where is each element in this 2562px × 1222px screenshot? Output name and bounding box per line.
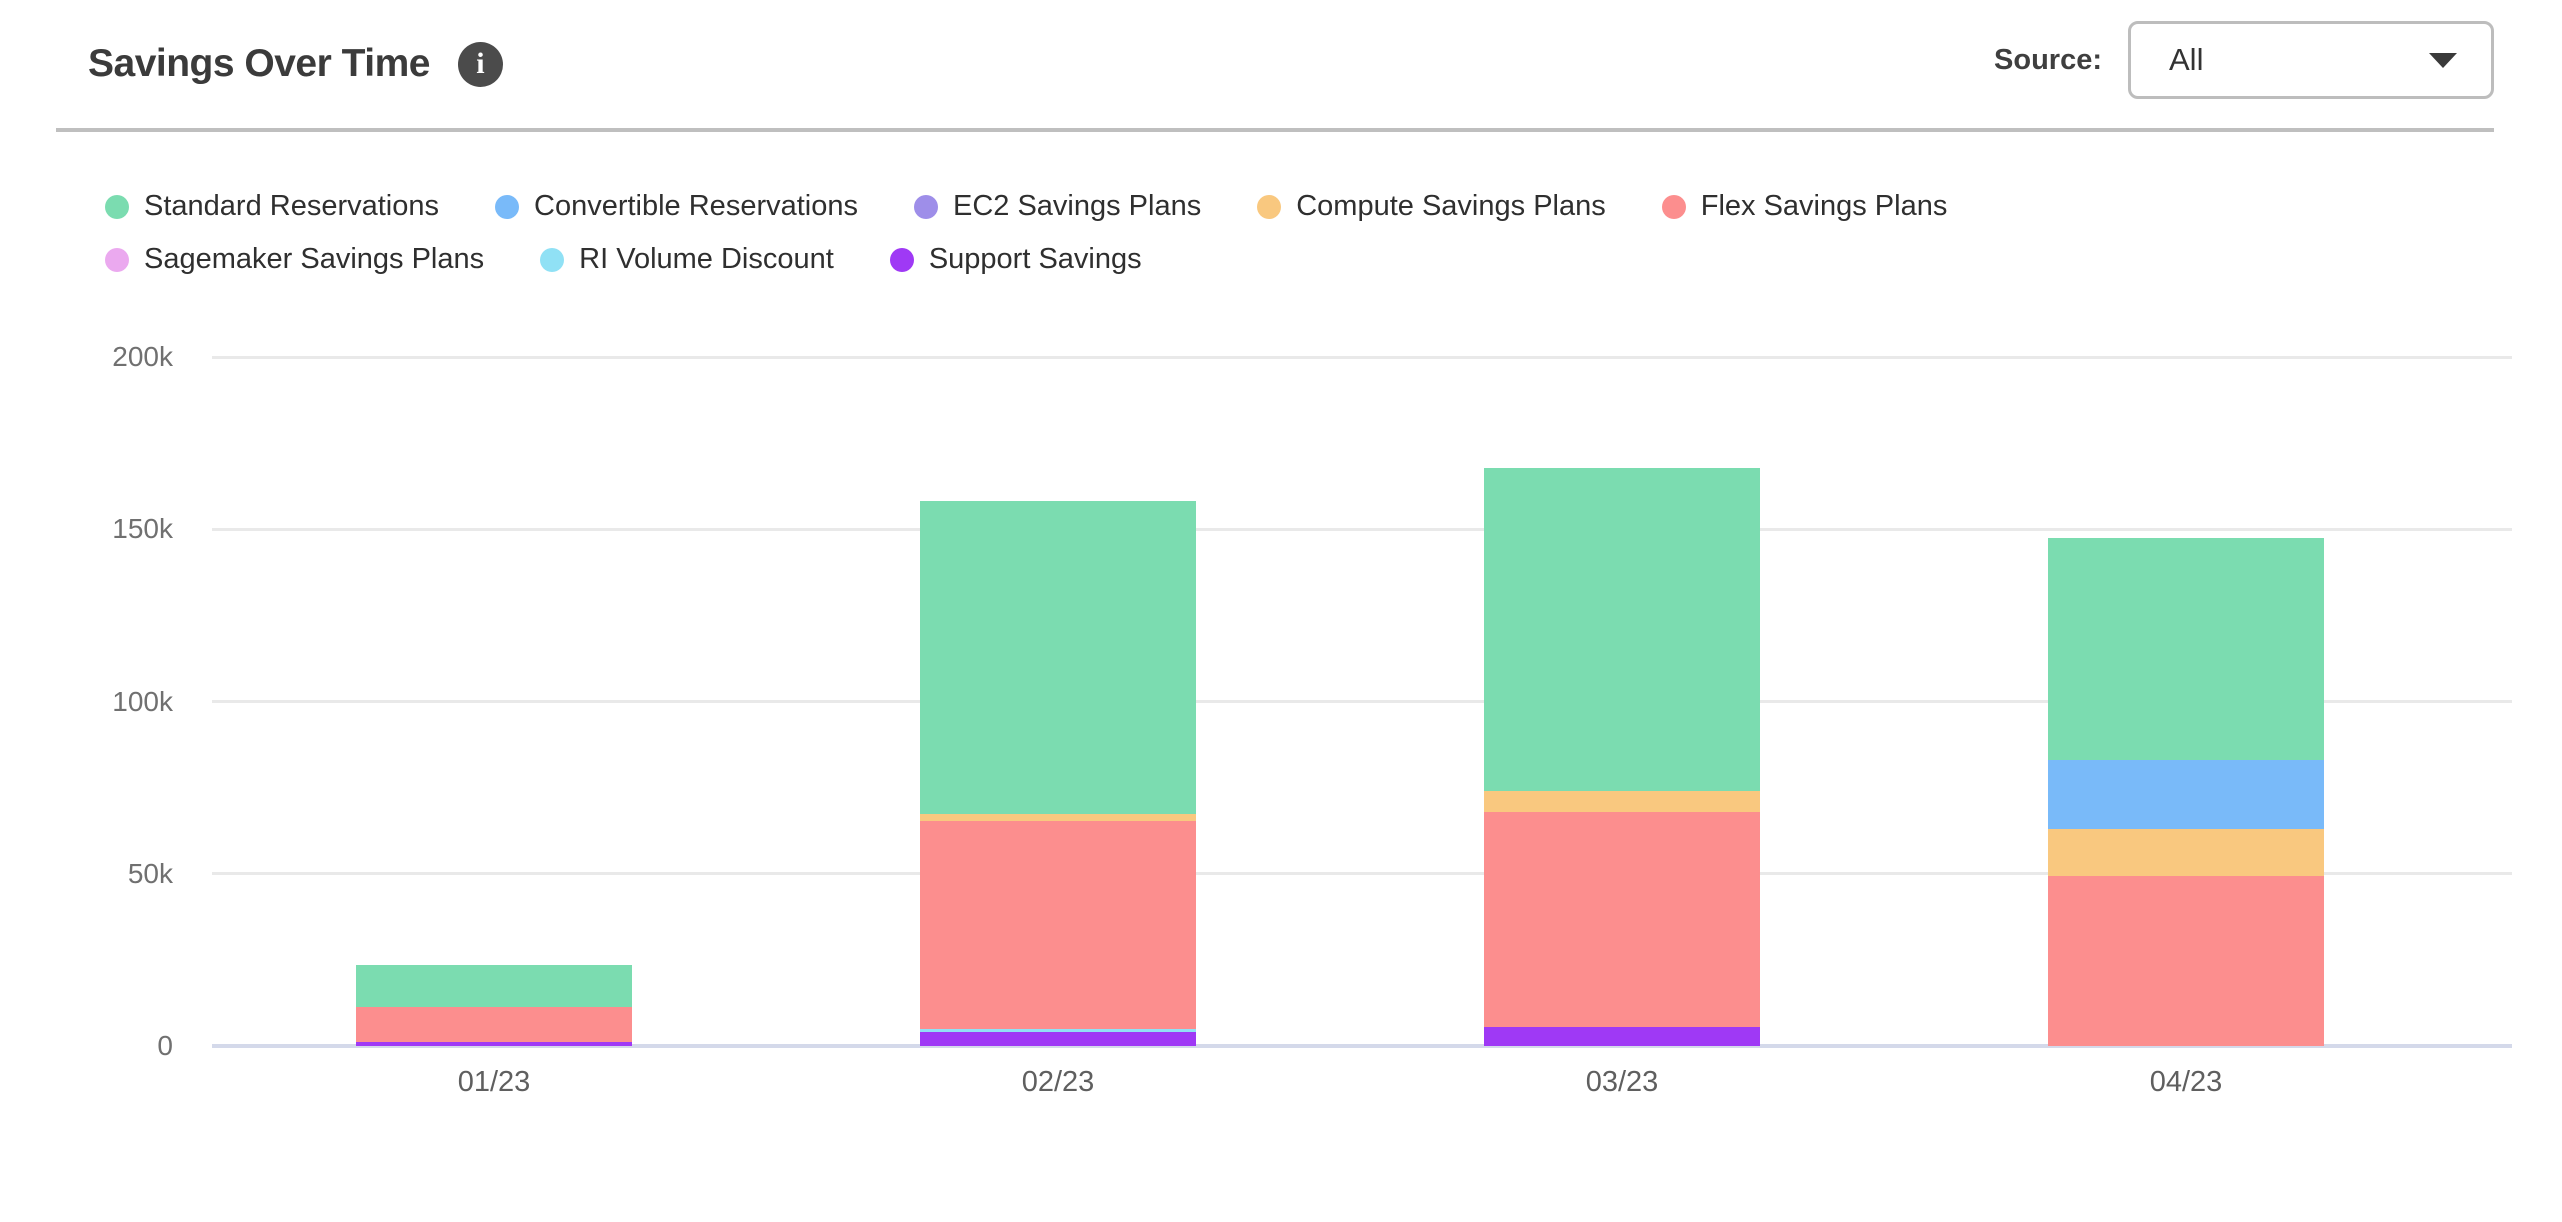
x-axis-label: 03/23 xyxy=(1585,1066,1659,1098)
bar-segment-flex-savings-plans[interactable] xyxy=(1484,812,1760,1028)
legend-dot-icon xyxy=(1661,194,1686,219)
bar-segment-flex-savings-plans[interactable] xyxy=(356,1007,632,1043)
x-axis-label: 01/23 xyxy=(457,1066,531,1098)
legend-item[interactable]: Convertible Reservations xyxy=(495,190,858,223)
y-axis-label: 150k xyxy=(112,513,173,545)
legend-item-label: RI Volume Discount xyxy=(579,243,834,275)
legend-item-label: Standard Reservations xyxy=(144,190,439,222)
legend-item[interactable]: Standard Reservations xyxy=(105,190,439,223)
legend-item-label: Convertible Reservations xyxy=(534,190,858,222)
legend-dot-icon xyxy=(105,247,129,272)
legend-item-label: EC2 Savings Plans xyxy=(952,190,1202,222)
y-axis-label: 50k xyxy=(127,857,173,889)
header-right: Source: All xyxy=(1994,21,2494,99)
legend-item[interactable]: EC2 Savings Plans xyxy=(913,190,1202,223)
chart-legend: Standard Reservations Convertible Reserva… xyxy=(105,190,2225,276)
header-left: Savings Over Time i xyxy=(88,41,503,87)
gridline xyxy=(212,872,2512,876)
panel-header: Savings Over Time i Source: All xyxy=(56,0,2494,132)
legend-item[interactable]: Support Savings xyxy=(889,243,1142,276)
legend-dot-icon xyxy=(105,194,129,219)
bar-segment-flex-savings-plans[interactable] xyxy=(2048,875,2324,1046)
legend-dot-icon xyxy=(889,247,914,272)
legend-dot-icon xyxy=(495,194,519,219)
y-axis-label: 100k xyxy=(112,685,173,717)
info-icon[interactable]: i xyxy=(457,41,503,87)
legend-item[interactable]: Compute Savings Plans xyxy=(1257,190,1606,223)
legend-item-label: Compute Savings Plans xyxy=(1296,190,1606,222)
x-axis-label: 04/23 xyxy=(2149,1066,2223,1098)
source-select-value: All xyxy=(2169,42,2204,77)
x-axis-label: 02/23 xyxy=(1021,1066,1095,1098)
page-title: Savings Over Time xyxy=(88,42,430,85)
bar-segment-standard-reservations[interactable] xyxy=(356,965,632,1008)
source-select[interactable]: All xyxy=(2128,21,2494,99)
bar-segment-support-savings[interactable] xyxy=(356,1042,632,1046)
bar-segment-compute-savings-plans[interactable] xyxy=(2048,828,2324,876)
gridline xyxy=(212,527,2512,531)
bar-segment-convertible-reservations[interactable] xyxy=(2048,760,2324,829)
source-label: Source: xyxy=(1994,43,2102,76)
legend-item[interactable]: Flex Savings Plans xyxy=(1661,190,1948,223)
bar-segment-support-savings[interactable] xyxy=(920,1031,1196,1046)
bar-segment-support-savings[interactable] xyxy=(1484,1027,1760,1046)
info-icon-glyph: i xyxy=(476,47,485,80)
bar-segment-standard-reservations[interactable] xyxy=(2048,537,2324,761)
legend-item[interactable]: RI Volume Discount xyxy=(540,243,834,276)
gridline xyxy=(212,355,2512,359)
bar-segment-standard-reservations[interactable] xyxy=(920,500,1196,814)
legend-dot-icon xyxy=(1257,194,1282,219)
legend-item-label: Sagemaker Savings Plans xyxy=(144,243,485,275)
legend-dot-icon xyxy=(913,194,938,219)
y-axis-label: 200k xyxy=(112,341,173,372)
legend-item-label: Support Savings xyxy=(928,243,1142,275)
bar-segment-flex-savings-plans[interactable] xyxy=(920,821,1196,1029)
bar-segment-ri-volume-discount[interactable] xyxy=(920,1028,1196,1032)
legend-item[interactable]: Sagemaker Savings Plans xyxy=(105,243,484,276)
legend-item-label: Flex Savings Plans xyxy=(1700,190,1948,222)
bar-segment-standard-reservations[interactable] xyxy=(1484,467,1760,791)
bar-segment-compute-savings-plans[interactable] xyxy=(920,813,1196,822)
y-axis-label: 0 xyxy=(157,1030,173,1061)
bar-segment-compute-savings-plans[interactable] xyxy=(1484,790,1760,813)
caret-down-icon xyxy=(2429,52,2457,68)
gridline xyxy=(212,700,2512,703)
legend-dot-icon xyxy=(540,247,565,272)
axis-baseline xyxy=(212,1044,2512,1048)
